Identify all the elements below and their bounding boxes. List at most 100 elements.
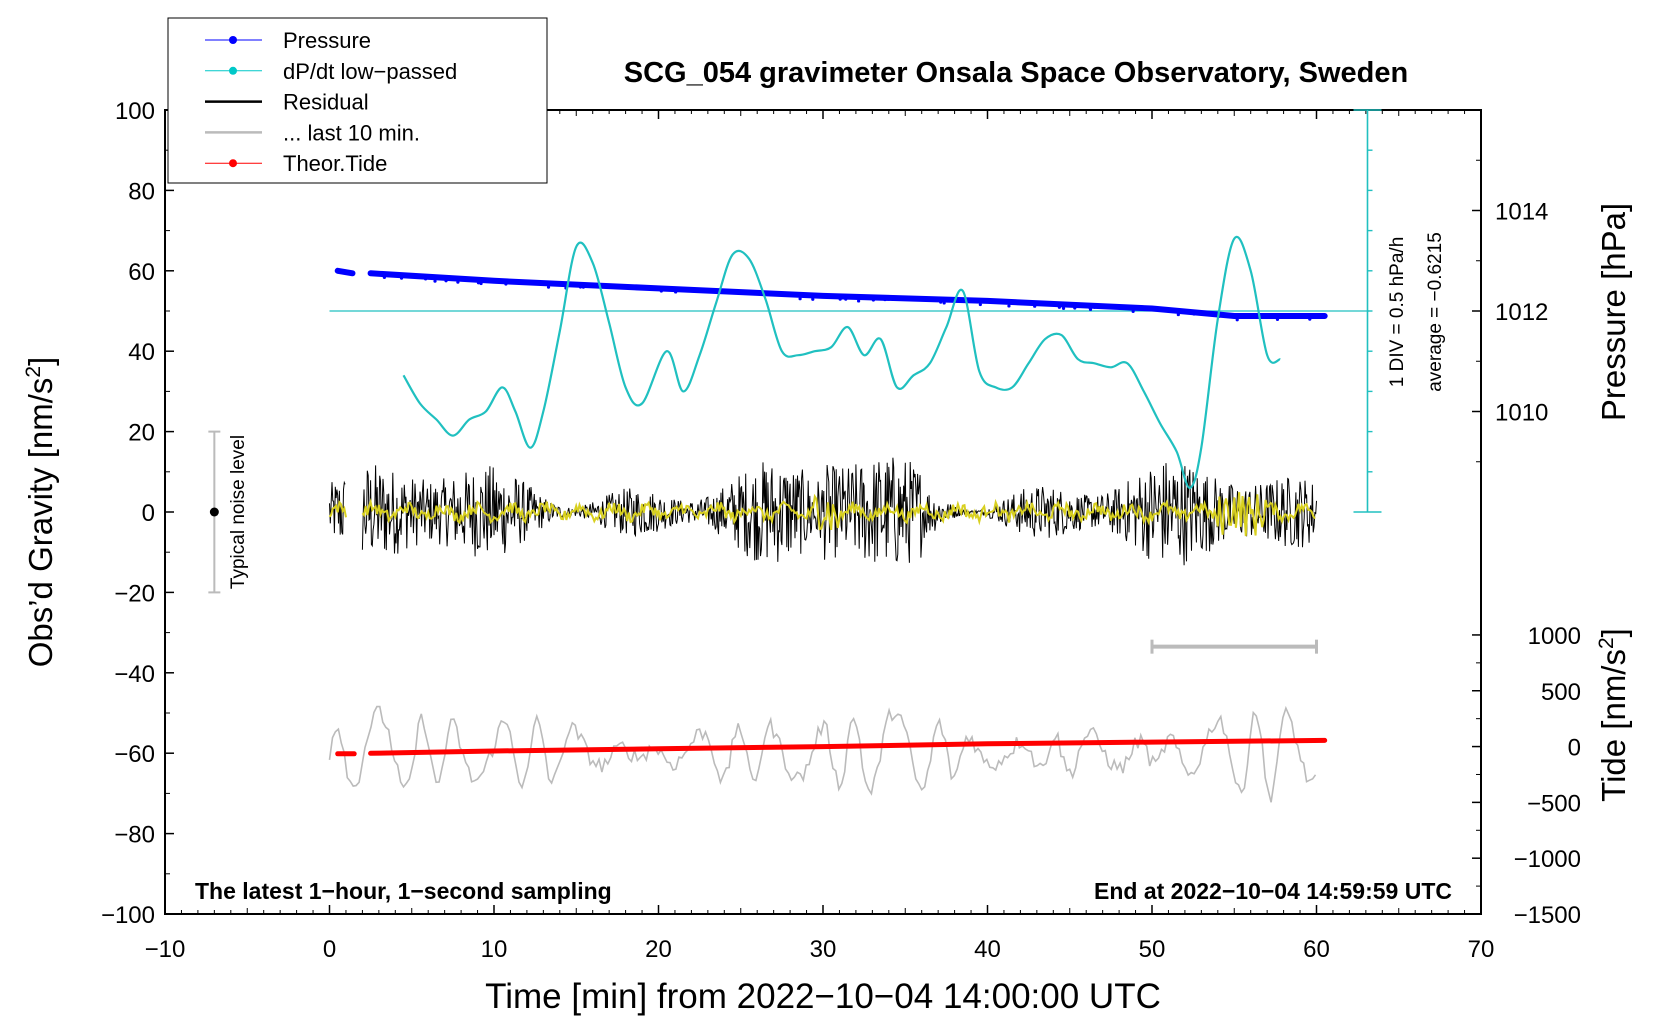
pressure-point (382, 275, 386, 279)
pressure-point (507, 280, 511, 285)
legend-marker (229, 66, 237, 75)
noise-indicator (208, 430, 221, 594)
pressure-point (1151, 307, 1156, 311)
dpdt-scale-bar (1353, 109, 1382, 513)
pressure-point (424, 275, 429, 279)
pressure-point (1308, 317, 1312, 321)
pressure-point (891, 297, 895, 301)
legend-marker (229, 36, 237, 44)
tide-tick-label: 0 (1568, 735, 1581, 762)
dpdt-average-label: average = −0.6215 (1425, 232, 1446, 392)
legend-label: Theor.Tide (283, 151, 387, 176)
pressure-point (479, 281, 483, 286)
pressure-point (546, 285, 551, 289)
y-axis-label-left: Obs’d Gravity [nm/s2] (22, 357, 59, 668)
y-tick-label: −80 (114, 822, 155, 849)
dpdt-scale-label: 1 DIV = 0.5 hPa/h (1387, 237, 1408, 388)
y-tick-label: 20 (128, 420, 155, 447)
pressure-point (456, 280, 460, 284)
pressure-point (1131, 309, 1135, 313)
legend: Pressure dP/dt low−passed Residual ... last… (167, 17, 548, 184)
y-tick-label: −100 (101, 902, 155, 929)
pressure-tick-label: 1014 (1495, 199, 1548, 226)
pressure-point (907, 297, 911, 301)
pressure-point (476, 281, 481, 285)
tide-tick-label: 500 (1541, 679, 1581, 706)
pressure-point (838, 297, 842, 301)
tide-tick-label: −1500 (1514, 902, 1581, 929)
pressure-point (604, 284, 608, 289)
pressure-point (798, 297, 802, 301)
y-tick-label: 0 (142, 500, 155, 527)
pressure-tick-label: 1010 (1495, 400, 1548, 427)
pressure-point (1061, 306, 1066, 310)
pressure-point (674, 290, 678, 294)
pressure-point (1057, 305, 1061, 309)
y-tick-label: −60 (114, 741, 155, 768)
pressure-point (433, 279, 437, 283)
tide-tick-label: 1000 (1528, 623, 1581, 650)
legend-label: Pressure (283, 28, 371, 53)
pressure-tick-label: 1012 (1495, 299, 1548, 326)
axis-ticks: −10 0 10 20 30 40 50 60 70100806040200−20−40−60−… (101, 98, 1581, 963)
pressure-point (991, 299, 995, 304)
pressure-point (371, 272, 376, 276)
legend-label: ... last 10 min. (283, 120, 420, 145)
y-tick-label: 60 (128, 259, 155, 286)
x-tick-label: 10 (481, 936, 508, 963)
pressure-point (1007, 304, 1011, 308)
pressure-point (844, 297, 848, 301)
x-tick-label: 60 (1303, 936, 1330, 963)
legend-label: dP/dt low−passed (283, 59, 457, 84)
y-tick-label: −20 (114, 580, 155, 607)
footer-left: The latest 1−hour, 1−second sampling (195, 878, 612, 904)
pressure-point (811, 297, 815, 301)
noise-center-dot (209, 507, 219, 517)
noise-label: Typical noise level (228, 435, 249, 589)
pressure-point (978, 302, 982, 307)
pressure-point (1033, 304, 1037, 308)
x-tick-label: 50 (1139, 936, 1166, 963)
pressure-point (1266, 315, 1270, 319)
y-tick-label: 100 (115, 98, 155, 125)
pressure-point (581, 285, 585, 289)
dpdt-line (402, 235, 1281, 490)
pressure-point (574, 284, 578, 288)
x-tick-label: 0 (323, 936, 336, 963)
pressure-point (871, 298, 875, 302)
x-axis-label: Time [min] from 2022−10−04 14:00:00 UTC (485, 977, 1161, 1016)
residual-smooth-line (328, 492, 1316, 537)
pressure-line (334, 267, 356, 277)
pressure-point (1088, 306, 1092, 310)
pressure-point (1092, 305, 1097, 309)
tide-tick-label: −500 (1527, 790, 1581, 817)
pressure-point (578, 285, 583, 289)
y-tick-label: −40 (114, 661, 155, 688)
chart-title: SCG_054 gravimeter Onsala Space Observat… (624, 57, 1408, 89)
y-axis-label-pressure: Pressure [hPa] (1595, 203, 1632, 421)
y-tick-label: 40 (128, 339, 155, 366)
pressure-point (1235, 318, 1239, 322)
tide-tick-label: −1000 (1514, 846, 1581, 873)
pressure-point (883, 297, 887, 302)
x-tick-label: 40 (974, 936, 1001, 963)
pressure-point (399, 276, 404, 280)
pressure-point (1159, 308, 1163, 312)
pressure-point (1192, 312, 1196, 316)
legend-marker (229, 159, 237, 168)
pressure-point (857, 299, 861, 303)
pressure-point (1073, 306, 1077, 310)
pressure-point (910, 297, 914, 301)
pressure-point (810, 295, 815, 299)
pressure-point (659, 289, 663, 293)
last10-line (328, 705, 1317, 803)
pressure-point (939, 300, 943, 304)
tide-line (368, 737, 1328, 756)
legend-label: Residual (283, 90, 369, 115)
x-tick-label: −10 (145, 936, 186, 963)
pressure-line (367, 270, 1328, 319)
pressure-point (504, 282, 508, 286)
x-tick-label: 20 (645, 936, 672, 963)
pressure-point (447, 277, 451, 281)
